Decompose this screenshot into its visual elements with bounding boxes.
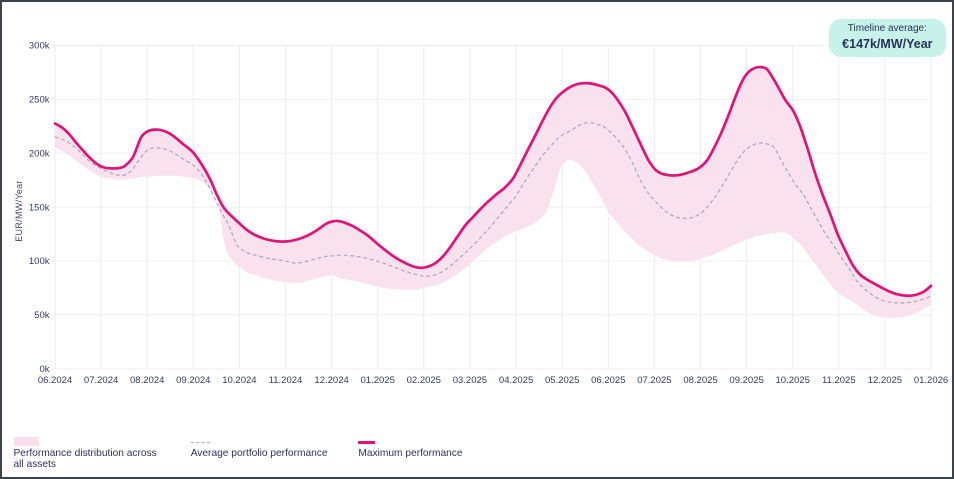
svg-text:150k: 150k [29,202,50,213]
svg-text:06.2025: 06.2025 [591,375,625,386]
svg-text:08.2025: 08.2025 [683,375,717,386]
svg-text:01.2026: 01.2026 [914,375,948,386]
svg-text:04.2025: 04.2025 [499,375,533,386]
svg-text:11.2024: 11.2024 [269,375,303,386]
svg-text:10.2025: 10.2025 [776,375,810,386]
svg-text:03.2025: 03.2025 [453,375,487,386]
svg-text:100k: 100k [29,256,50,267]
svg-text:200k: 200k [29,148,50,159]
svg-text:12.2024: 12.2024 [314,375,348,386]
svg-text:10.2024: 10.2024 [222,375,256,386]
svg-text:0k: 0k [39,364,49,375]
svg-text:300k: 300k [29,41,50,52]
svg-text:11.2025: 11.2025 [822,375,856,386]
svg-text:02.2025: 02.2025 [407,375,441,386]
svg-text:08.2024: 08.2024 [130,375,164,386]
svg-text:12.2025: 12.2025 [868,375,902,386]
svg-text:01.2025: 01.2025 [361,375,395,386]
svg-text:05.2025: 05.2025 [545,375,579,386]
svg-text:250k: 250k [29,95,50,106]
svg-text:06.2024: 06.2024 [38,375,72,386]
svg-text:07.2025: 07.2025 [637,375,671,386]
svg-text:07.2024: 07.2024 [84,375,118,386]
svg-text:09.2025: 09.2025 [729,375,763,386]
svg-text:09.2024: 09.2024 [176,375,210,386]
svg-text:50k: 50k [34,310,50,321]
